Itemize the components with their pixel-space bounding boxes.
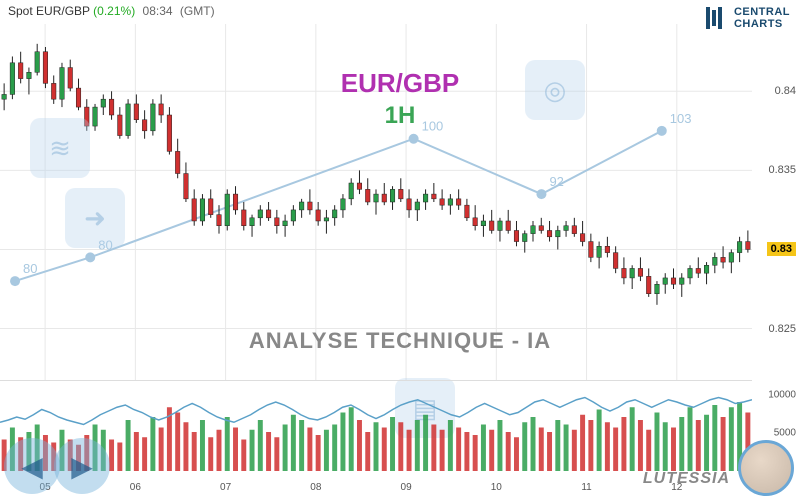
x-tick: 10 — [491, 482, 502, 493]
instrument-label: Spot EUR/GBP — [8, 4, 90, 18]
x-tick: 11 — [581, 482, 591, 493]
watermark-icon: ➜ — [65, 188, 125, 248]
logo-line1: CENTRAL — [734, 6, 790, 18]
svg-text:103: 103 — [670, 111, 692, 126]
header-tz: (GMT) — [180, 4, 215, 18]
title-pair: EUR/GBP — [341, 68, 459, 99]
title-timeframe: 1H — [385, 102, 416, 130]
svg-text:100: 100 — [422, 119, 444, 134]
svg-text:80: 80 — [23, 261, 37, 276]
price-ytick: 0.83 — [767, 242, 796, 256]
subtitle-analysis: ANALYSE TECHNIQUE - IA — [249, 328, 551, 354]
nav-next-button[interactable]: ▶ — [54, 438, 110, 494]
volume-ytick: 10000 — [768, 390, 796, 401]
chart-header: Spot EUR/GBP (0.21%) 08:34 (GMT) — [8, 4, 215, 18]
watermark-icon: ≋ — [30, 118, 90, 178]
volume-chart[interactable] — [0, 380, 752, 470]
price-ytick: 0.84 — [775, 85, 796, 97]
brand-lutessia: LUTESSIA — [643, 470, 730, 488]
x-tick: 06 — [130, 482, 141, 493]
price-ytick: 0.825 — [768, 323, 796, 335]
watermark-icon: ◎ — [525, 60, 585, 120]
avatar-icon — [738, 440, 794, 496]
nav-prev-button[interactable]: ◀ — [4, 438, 60, 494]
change-pct: (0.21%) — [93, 4, 135, 18]
x-tick: 09 — [401, 482, 412, 493]
x-tick: 08 — [310, 482, 321, 493]
price-y-axis: 0.825 0.83 0.835 0.84 — [752, 24, 800, 380]
volume-ytick: 5000 — [774, 427, 796, 438]
x-axis: 0506070809101112 — [0, 482, 752, 496]
price-ytick: 0.835 — [768, 164, 796, 176]
header-time: 08:34 — [143, 4, 173, 18]
x-tick: 07 — [220, 482, 231, 493]
svg-text:92: 92 — [549, 174, 563, 189]
